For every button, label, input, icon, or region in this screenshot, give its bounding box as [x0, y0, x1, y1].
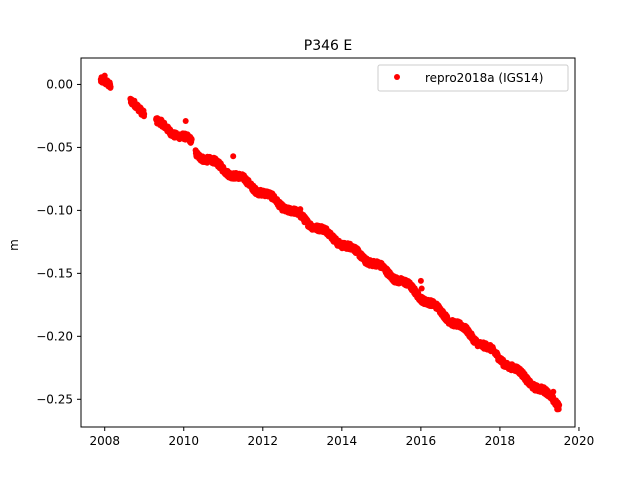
data-point	[101, 72, 108, 79]
data-point	[297, 206, 304, 213]
y-tick-label: −0.20	[36, 329, 73, 343]
data-point	[550, 388, 557, 395]
data-point	[230, 153, 237, 160]
data-point	[182, 118, 189, 124]
x-tick-label: 2016	[406, 434, 437, 448]
data-point	[554, 406, 561, 413]
x-tick-label: 2012	[248, 434, 279, 448]
legend-box	[377, 64, 569, 92]
y-tick-label: 0.00	[46, 77, 73, 91]
data-point	[418, 285, 425, 292]
y-axis: 0.00 −0.05 −0.10 −0.15 −0.20 −0.25	[36, 77, 81, 406]
y-tick-label: −0.05	[36, 140, 73, 154]
data-point	[107, 83, 114, 90]
y-axis-label: m	[7, 239, 21, 251]
data-points-group	[97, 72, 563, 413]
plot-frame	[80, 57, 576, 428]
y-tick-label: −0.10	[36, 203, 73, 217]
x-tick-label: 2020	[564, 434, 595, 448]
data-point	[141, 111, 148, 117]
legend-marker	[394, 74, 400, 80]
x-axis: 2008 2010 2012 2014 2016 2018 2020	[89, 427, 594, 448]
data-point	[188, 136, 195, 143]
x-tick-label: 2010	[168, 434, 199, 448]
y-tick-label: −0.25	[36, 392, 73, 406]
x-tick-label: 2014	[327, 434, 358, 448]
y-tick-label: −0.15	[36, 266, 73, 280]
x-tick-label: 2008	[89, 434, 120, 448]
legend: repro2018a (IGS14)	[377, 64, 569, 92]
legend-entry-label: repro2018a (IGS14)	[425, 71, 543, 85]
data-point	[417, 277, 424, 284]
x-tick-label: 2018	[485, 434, 516, 448]
chart-title: P346 E	[304, 38, 352, 54]
